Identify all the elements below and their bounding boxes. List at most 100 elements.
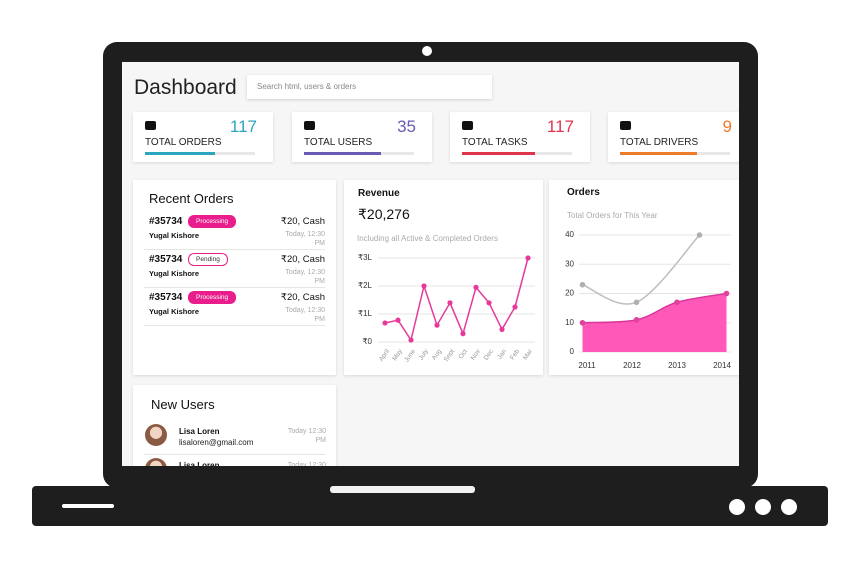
card-title: Orders [567,187,600,198]
card-subtitle: Including all Active & Completed Orders [357,234,498,243]
icon [304,121,315,130]
data-point [421,283,427,289]
status-badge: Processing [188,291,237,304]
status-badge: Pending [188,253,228,266]
user-time: Today 12:30 PM [287,428,326,444]
stat-card: 9 TOTAL DRIVERS [608,112,739,162]
orders-card: Orders Total Orders for This Year 0 10 20 30 4… [549,180,739,375]
card-title: New Users [151,397,215,412]
x-tick-label: Sept [443,348,457,363]
x-tick-label: Oct [458,348,470,360]
y-tick-label: 30 [565,259,574,268]
data-point [434,322,440,328]
stat-value: 9 [722,117,732,136]
y-tick-label: ₹1L [358,309,373,318]
order-time: Today, 12:30 PM [285,307,325,323]
series-line [582,292,727,324]
dot [755,499,771,515]
screen: Dashboard Search html, users & orders 11… [122,62,739,466]
icon [462,121,473,130]
stat-label: TOTAL DRIVERS [620,137,699,148]
icon [620,121,631,130]
area [582,293,727,352]
x-tick-label: April [378,348,392,363]
stat-value: 35 [397,117,416,136]
icon [145,121,156,130]
stat-card: 117 TOTAL ORDERS [133,112,273,162]
order-amount: ₹20, Cash [280,292,325,303]
y-tick-label: 0 [570,347,575,356]
data-point [525,255,531,261]
stat-card: 35 TOTAL USERS [292,112,432,162]
stat-card: 117 TOTAL TASKS [450,112,590,162]
page-title: Dashboard [134,76,237,99]
data-point [395,317,401,323]
icon [304,121,315,130]
progress-bar [620,152,697,155]
data-point [382,320,388,326]
chart: 0 10 20 30 40 2011 2012 2013 2014 [565,230,731,370]
y-tick-label: ₹2L [358,281,373,290]
data-point [674,299,680,306]
card-title: Recent Orders [149,191,234,206]
data-point [512,304,518,310]
data-point [696,232,703,238]
data-point [633,317,640,323]
camera [422,46,432,56]
progress-bar [304,152,381,155]
y-tick-label: 20 [565,289,574,298]
notch [330,486,475,493]
x-tick-label: 2014 [713,361,731,370]
x-tick-label: 2011 [578,361,596,370]
progress-bar [462,152,535,155]
y-tick-label: 10 [565,318,574,327]
x-tick-label: 2013 [668,361,686,370]
y-tick-label: 40 [565,230,574,239]
x-tick-label: Mar [522,347,535,361]
search-box[interactable]: Search html, users & orders [247,75,492,99]
y-tick-label: ₹3L [358,253,373,262]
data-point [499,326,505,332]
slot [62,504,114,508]
card-title: Revenue [358,188,400,199]
dot [781,499,797,515]
stat-value: 117 [546,117,574,136]
data-point [460,331,466,337]
order-amount: ₹20, Cash [280,216,325,227]
order-id: #35734 [149,292,183,303]
row-divider [144,249,325,250]
user-name: Lisa Loren [179,461,220,466]
status-badge: Processing [188,215,237,228]
icon [145,121,156,130]
x-tick-label: Nov [470,348,483,362]
data-point [579,319,586,326]
revenue-card: Revenue ₹20,276 Including all Active & Com… [344,180,543,375]
data-point [447,300,453,306]
order-time: Today, 12:30 PM [285,231,325,247]
recent-orders-card: Recent Orders #35734 Processing ₹20, Cash Yu… [133,180,336,375]
x-tick-label: 2012 [623,361,641,370]
data-point [579,281,586,288]
revenue-total: ₹20,276 [358,206,410,222]
data-point [633,299,640,306]
stat-label: TOTAL ORDERS [145,137,222,148]
user-time: Today 12:30 PM [287,462,326,466]
data-point [473,284,479,290]
order-id: #35734 [149,254,183,265]
icon [620,121,631,130]
order-amount: ₹20, Cash [280,254,325,265]
icon [462,121,473,130]
row-divider [144,454,325,455]
customer-name: Yugal Kishore [149,269,200,278]
x-tick-label: Dec [483,348,496,362]
user-email: lisaloren@gmail.com [179,438,254,447]
customer-name: Yugal Kishore [149,307,200,316]
dot [729,499,745,515]
new-users-card: New Users Lisa Loren lisaloren@gmail.com To… [133,385,336,466]
x-tick-label: June [403,348,417,364]
row-divider [144,325,325,326]
order-time: Today, 12:30 PM [285,269,325,285]
data-point [408,337,414,343]
